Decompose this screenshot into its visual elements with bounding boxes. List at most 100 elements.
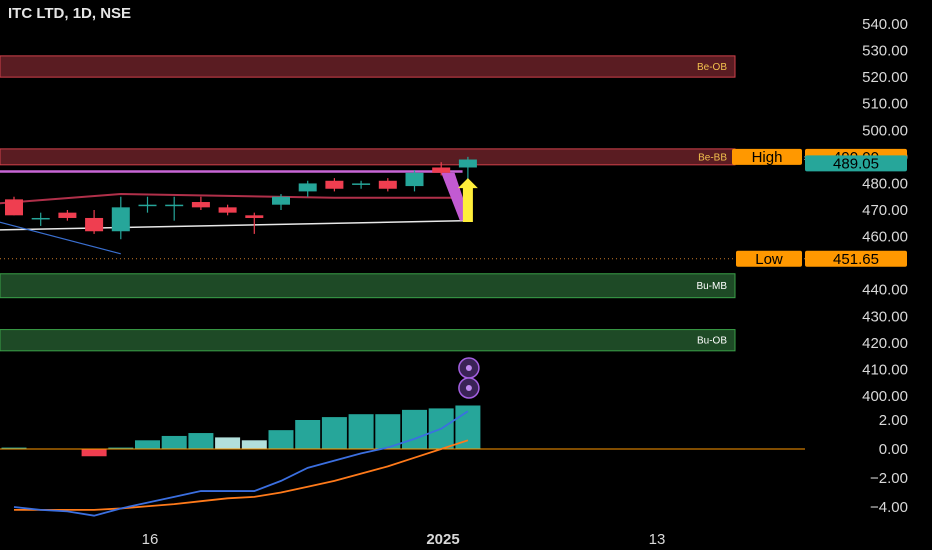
zone-be-ob bbox=[0, 55, 736, 78]
high-label-tag: High bbox=[732, 148, 802, 166]
histogram-bar bbox=[108, 447, 134, 449]
histogram-bar bbox=[81, 449, 107, 457]
histogram-bar bbox=[188, 433, 214, 449]
candle-body bbox=[58, 212, 77, 218]
candle-body bbox=[5, 199, 23, 216]
histogram-bar bbox=[321, 417, 347, 449]
candle bbox=[352, 180, 371, 189]
candle bbox=[272, 194, 290, 210]
indicator-tick-label: −4.00 bbox=[870, 499, 908, 516]
macd-line bbox=[13, 410, 469, 517]
candle-body bbox=[272, 196, 290, 205]
price-tick-label: 470.00 bbox=[862, 202, 908, 219]
candle bbox=[138, 196, 157, 213]
event-marker-dot bbox=[465, 365, 472, 371]
candle-body bbox=[31, 217, 50, 220]
candle bbox=[5, 196, 23, 216]
support-trend-line bbox=[0, 219, 468, 231]
high-label-tag-text: High bbox=[752, 149, 783, 166]
low-label-tag-bg bbox=[736, 250, 802, 267]
price-tick-label: 410.00 bbox=[862, 361, 908, 378]
price-tick-label: 460.00 bbox=[862, 229, 908, 246]
candle bbox=[432, 162, 451, 176]
histogram-bar bbox=[161, 435, 187, 449]
candle bbox=[378, 178, 397, 192]
zone-label: Be-OB bbox=[697, 62, 727, 73]
low-value-tag-text: 451.65 bbox=[833, 251, 879, 268]
low-label-tag: Low bbox=[736, 250, 802, 268]
price-tick-label: 540.00 bbox=[862, 16, 908, 33]
buy-signal-arrow bbox=[457, 178, 478, 222]
candle-body bbox=[111, 207, 130, 232]
candle-body bbox=[298, 183, 317, 192]
time-tick-label: 2025 bbox=[426, 531, 459, 548]
event-marker-dot bbox=[465, 385, 472, 391]
time-tick-label: 16 bbox=[142, 531, 159, 548]
candle-body bbox=[138, 204, 157, 207]
candle bbox=[31, 212, 50, 226]
histogram-bar bbox=[135, 440, 160, 449]
candle-body bbox=[245, 215, 264, 218]
histogram-bar bbox=[241, 440, 267, 449]
candle bbox=[325, 178, 344, 192]
blue-trend-line bbox=[0, 221, 121, 255]
candles-layer bbox=[5, 156, 477, 240]
zone-label: Be-BB bbox=[698, 152, 727, 163]
histogram-bar bbox=[215, 437, 241, 449]
candle-body bbox=[85, 217, 104, 232]
candle-body bbox=[218, 207, 237, 213]
candle-body bbox=[458, 159, 477, 168]
zones-layer: Be-OB Be-BB Bu-MB Bu-OB bbox=[0, 55, 736, 352]
zone-bu-ob bbox=[0, 329, 736, 352]
candle bbox=[245, 212, 264, 234]
price-tick-label: 440.00 bbox=[862, 282, 908, 299]
price-tick-label: 500.00 bbox=[862, 122, 908, 139]
candle bbox=[85, 210, 104, 234]
signal-line bbox=[14, 439, 469, 511]
chart-title: ITC LTD, 1D, NSE bbox=[8, 5, 131, 22]
moving-average-line bbox=[0, 193, 463, 205]
candle bbox=[191, 196, 210, 210]
candle bbox=[111, 196, 130, 240]
candle bbox=[405, 170, 424, 192]
candle bbox=[218, 204, 237, 216]
candle-body bbox=[378, 180, 397, 189]
histogram-bar bbox=[402, 409, 427, 449]
candle-body bbox=[352, 183, 371, 185]
low-label-tag-text: Low bbox=[755, 251, 783, 268]
candle-body bbox=[432, 167, 451, 173]
zone-bu-mb bbox=[0, 273, 736, 299]
histogram-bar bbox=[1, 447, 27, 449]
histogram-bar bbox=[375, 414, 401, 449]
histogram-bar bbox=[295, 420, 321, 449]
macd-indicator-layer bbox=[0, 405, 805, 517]
time-axis[interactable]: 16 2025 13 bbox=[142, 531, 666, 548]
price-tick-label: 510.00 bbox=[862, 96, 908, 113]
indicator-tick-label: 2.00 bbox=[879, 412, 908, 429]
signal-arrow-layer bbox=[457, 178, 480, 399]
histogram-bar bbox=[268, 430, 294, 449]
time-tick-label: 13 bbox=[649, 531, 666, 548]
price-tick-label: 530.00 bbox=[862, 43, 908, 60]
last-price-tag: 489.05 bbox=[805, 155, 907, 172]
candle-body bbox=[325, 180, 344, 189]
low-value-tag-bg bbox=[805, 250, 907, 267]
indicator-tick-label: −2.00 bbox=[870, 470, 908, 487]
price-tick-label: 520.00 bbox=[862, 69, 908, 86]
zone-label: Bu-MB bbox=[696, 281, 727, 292]
candle-body bbox=[405, 172, 424, 187]
zone-label: Bu-OB bbox=[697, 336, 727, 347]
high-label-tag-bg bbox=[732, 148, 802, 165]
candle bbox=[165, 196, 184, 221]
low-value-tag: 451.65 bbox=[805, 250, 907, 268]
candle-body bbox=[191, 202, 210, 208]
price-tick-label: 430.00 bbox=[862, 308, 908, 325]
candle bbox=[58, 210, 77, 221]
indicator-tick-label: 0.00 bbox=[879, 441, 908, 458]
last-price-tag-text: 489.05 bbox=[833, 155, 879, 172]
zone-be-bb bbox=[0, 148, 736, 166]
price-tick-label: 480.00 bbox=[862, 175, 908, 192]
candle bbox=[298, 180, 317, 197]
